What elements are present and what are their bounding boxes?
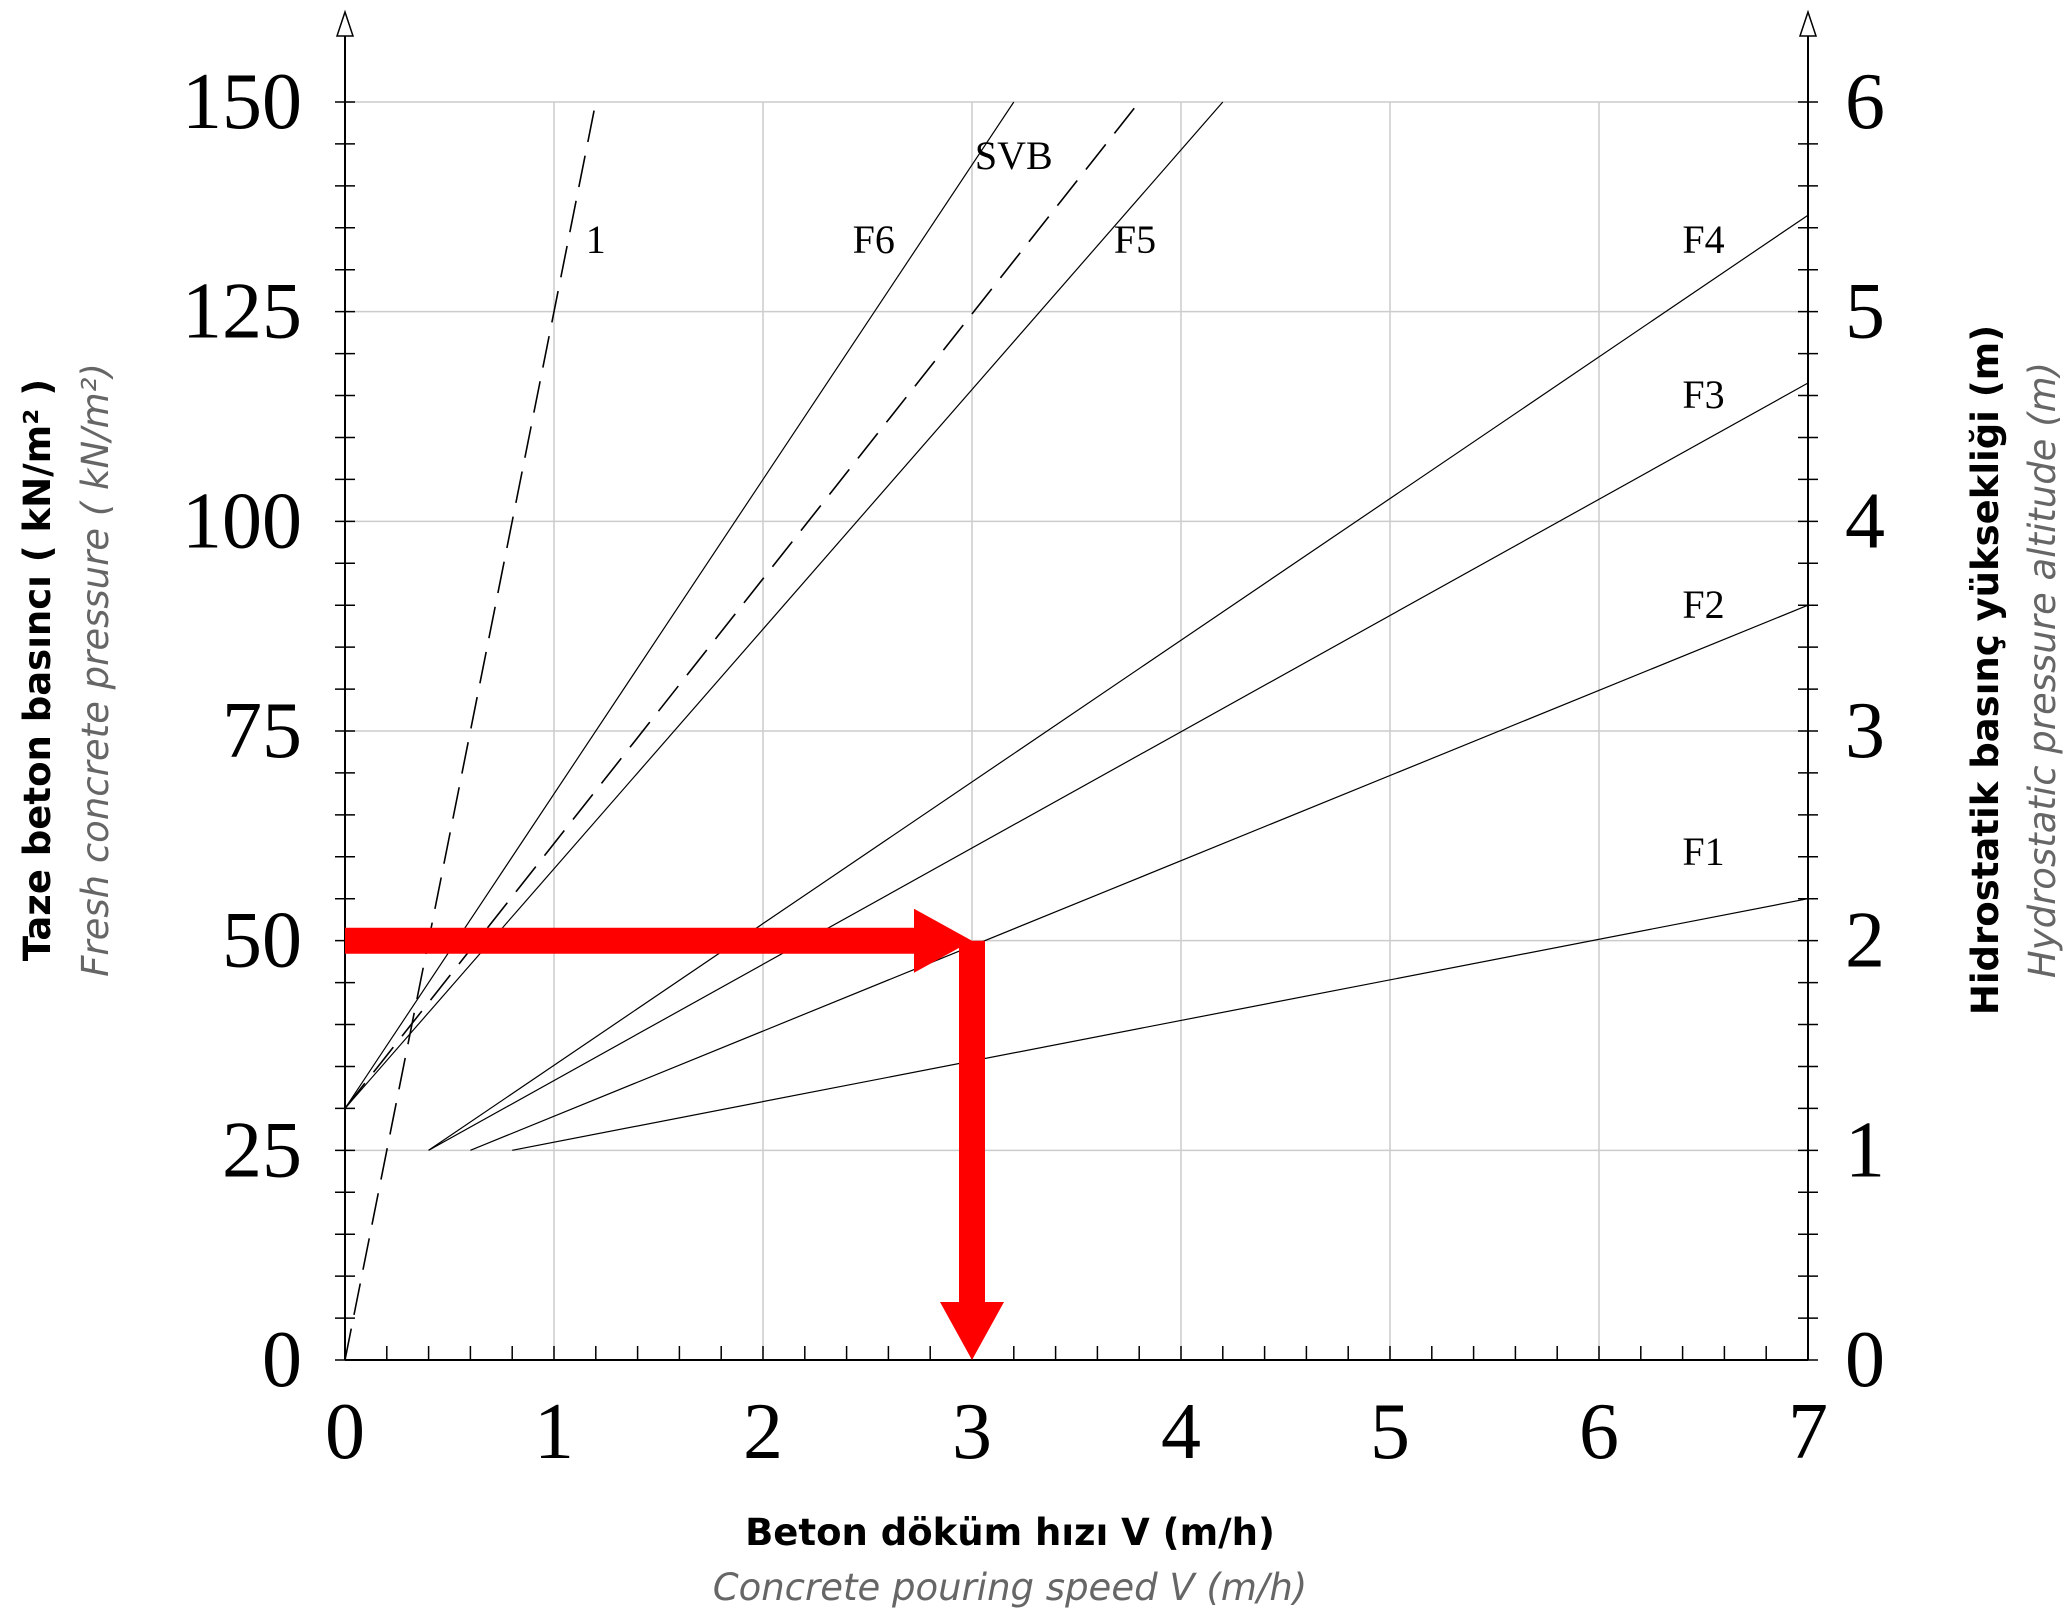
series-label-f6: F6 xyxy=(853,217,895,262)
series-label-f5: F5 xyxy=(1114,217,1156,262)
series-line-1 xyxy=(344,101,597,1361)
series-label-f3: F3 xyxy=(1682,372,1724,417)
y-tick-label: 125 xyxy=(182,268,302,356)
x-tick-label: 5 xyxy=(1370,1388,1410,1476)
annotations xyxy=(345,908,1004,1360)
x-axis-title-en: Concrete pouring speed V (m/h) xyxy=(713,1566,1307,1609)
series-line-f2 xyxy=(470,604,1809,1151)
series-line-svb xyxy=(344,101,1140,1109)
x-tick-label: 2 xyxy=(743,1388,783,1476)
series-line-f5 xyxy=(344,101,1224,1109)
series-line-f4 xyxy=(428,214,1809,1151)
y2-tick-label: 5 xyxy=(1845,268,1885,356)
y2-tick-label: 1 xyxy=(1845,1106,1885,1194)
series-label-f1: F1 xyxy=(1682,829,1724,874)
x-tick-label: 3 xyxy=(952,1388,992,1476)
y-axis-title: Taze beton basıncı ( kN/m² ) xyxy=(16,379,59,961)
x-axis-title: Beton döküm hızı V (m/h) xyxy=(745,1511,1275,1554)
series-labels: 1 F6 SVB F5 F4 F3 F2 F1 xyxy=(586,133,1725,874)
y2-axis-title-en: Hydrostatic pressure altitude (m) xyxy=(2021,362,2064,978)
series-line-f1 xyxy=(512,898,1809,1151)
y-tick-label: 50 xyxy=(222,897,302,985)
y2-tick-label: 4 xyxy=(1845,477,1885,565)
y-tick-label: 25 xyxy=(222,1106,302,1194)
y-tick-label: 150 xyxy=(182,58,302,146)
series-lines xyxy=(344,101,1809,1361)
y-tick-label: 75 xyxy=(222,687,302,775)
red-arrow-vertical xyxy=(940,940,1004,1360)
y2-axis-title: Hidrostatik basınç yüksekliği (m) xyxy=(1964,325,2007,1015)
x-tick-label: 6 xyxy=(1579,1388,1619,1476)
x-tick-label: 4 xyxy=(1161,1388,1201,1476)
y-axis-arrowhead xyxy=(335,9,355,37)
grid xyxy=(345,101,1808,1360)
y2-tick-label: 2 xyxy=(1845,897,1885,985)
series-label-f2: F2 xyxy=(1682,582,1724,627)
y-axis-title-en: Fresh concrete pressure ( kN/m²) xyxy=(74,363,117,977)
y-tick-label: 100 xyxy=(182,477,302,565)
series-label-1: 1 xyxy=(586,217,606,262)
y2-axis-arrowhead xyxy=(1798,9,1818,37)
series-line-f6 xyxy=(344,101,1015,1109)
y2-tick-label: 0 xyxy=(1845,1316,1885,1404)
series-line-f3 xyxy=(428,382,1809,1151)
axes xyxy=(335,9,1818,1361)
red-arrow-horizontal xyxy=(345,908,972,973)
x-tick-label: 7 xyxy=(1788,1388,1828,1476)
series-label-svb: SVB xyxy=(975,133,1053,178)
y2-tick-label: 3 xyxy=(1845,687,1885,775)
series-label-f4: F4 xyxy=(1682,217,1724,262)
y-tick-label: 0 xyxy=(262,1316,302,1404)
y2-tick-label: 6 xyxy=(1845,58,1885,146)
x-tick-label: 0 xyxy=(325,1388,365,1476)
x-tick-label: 1 xyxy=(534,1388,574,1476)
